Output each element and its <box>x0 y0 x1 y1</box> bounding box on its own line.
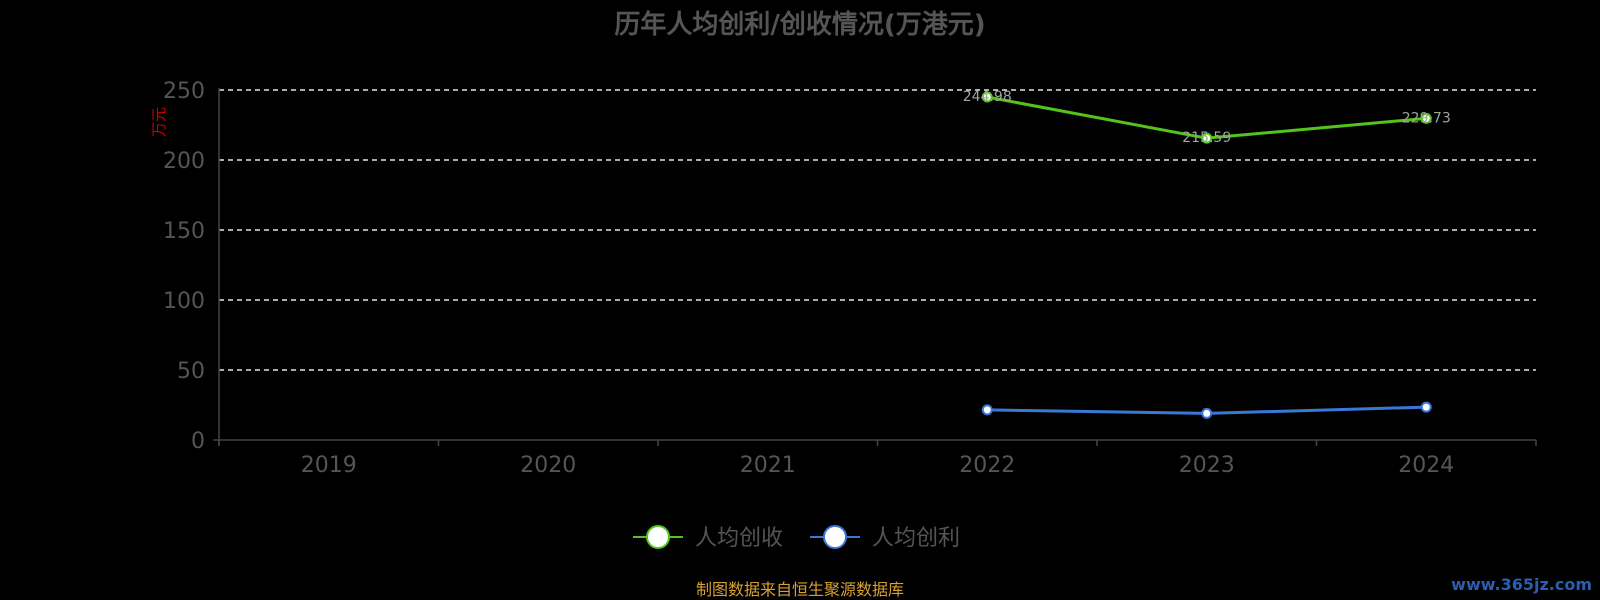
x-tick-label: 2019 <box>301 453 357 478</box>
legend-item-1[interactable]: 人均创利 <box>810 525 960 551</box>
data-point <box>1420 112 1432 124</box>
chart-title: 历年人均创利/创收情况(万港元) <box>614 9 985 40</box>
legend-marker <box>646 525 670 549</box>
legend-label: 人均创利 <box>872 526 960 551</box>
x-tick-label: 2022 <box>959 453 1015 478</box>
series-lines: 244.98 215.59 229.73 <box>963 89 1451 419</box>
grid-lines <box>219 89 1536 371</box>
data-point <box>1420 401 1432 413</box>
y-tick-label: 0 <box>191 429 205 454</box>
data-point <box>1201 407 1213 419</box>
data-label: 215.59 <box>1182 130 1231 146</box>
data-label: 244.98 <box>963 89 1012 105</box>
legend-label: 人均创收 <box>695 526 783 551</box>
y-tick-label: 50 <box>177 359 205 384</box>
x-tick-label: 2021 <box>740 453 796 478</box>
data-point <box>1201 132 1213 144</box>
axes: 0 50 100 150 200 250 2019 2020 2021 2022 2023 2024 <box>163 79 1537 478</box>
y-tick-label: 100 <box>163 289 205 314</box>
data-label: 229.73 <box>1402 110 1451 126</box>
site-watermark: www.365jz.com <box>1451 575 1592 594</box>
y-tick-label: 150 <box>163 219 205 244</box>
y-axis-unit-label: 万元 <box>150 107 168 137</box>
data-point <box>981 91 993 103</box>
legend-item-0[interactable]: 人均创收 <box>633 525 783 551</box>
legend[interactable]: 人均创收 人均创利 <box>633 525 960 551</box>
y-tick-label: 250 <box>163 79 205 104</box>
x-tick-label: 2024 <box>1398 453 1454 478</box>
data-source-note: 制图数据来自恒生聚源数据库 <box>696 580 904 599</box>
legend-marker <box>823 525 847 549</box>
x-tick-label: 2020 <box>520 453 576 478</box>
y-tick-label: 200 <box>163 149 205 174</box>
data-point <box>981 404 993 416</box>
x-tick-label: 2023 <box>1179 453 1235 478</box>
